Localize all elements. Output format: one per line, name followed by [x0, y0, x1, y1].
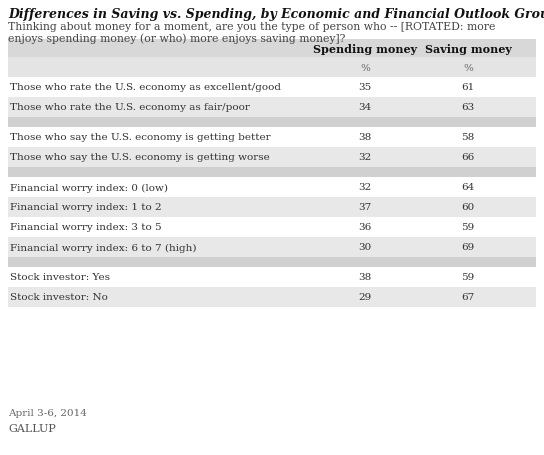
- Text: Financial worry index: 3 to 5: Financial worry index: 3 to 5: [10, 223, 162, 232]
- Text: Differences in Saving vs. Spending, by Economic and Financial Outlook Group: Differences in Saving vs. Spending, by E…: [8, 8, 544, 21]
- Text: %: %: [463, 63, 473, 72]
- Text: 30: 30: [358, 243, 372, 252]
- Text: 36: 36: [358, 223, 372, 232]
- Text: Thinking about money for a moment, are you the type of person who -- [ROTATED: m: Thinking about money for a moment, are y…: [8, 22, 496, 32]
- Text: 61: 61: [461, 83, 474, 92]
- Bar: [8, 118, 536, 128]
- Text: 60: 60: [461, 203, 474, 212]
- Text: 34: 34: [358, 103, 372, 112]
- Bar: [8, 288, 536, 307]
- Bar: [8, 78, 536, 98]
- Text: 37: 37: [358, 203, 372, 212]
- Text: 32: 32: [358, 153, 372, 162]
- Text: Financial worry index: 0 (low): Financial worry index: 0 (low): [10, 183, 168, 192]
- Text: 58: 58: [461, 133, 474, 142]
- Text: Spending money: Spending money: [313, 43, 417, 55]
- Bar: [8, 217, 536, 238]
- Text: 64: 64: [461, 183, 474, 192]
- Text: 67: 67: [461, 293, 474, 302]
- Bar: [8, 58, 536, 78]
- Text: 38: 38: [358, 133, 372, 142]
- Text: Those who say the U.S. economy is getting worse: Those who say the U.S. economy is gettin…: [10, 153, 270, 162]
- Text: %: %: [360, 63, 370, 72]
- Text: Stock investor: Yes: Stock investor: Yes: [10, 273, 110, 282]
- Text: Those who say the U.S. economy is getting better: Those who say the U.S. economy is gettin…: [10, 133, 270, 142]
- Text: Saving money: Saving money: [424, 43, 511, 55]
- Bar: [8, 268, 536, 288]
- Bar: [8, 40, 536, 58]
- Text: 69: 69: [461, 243, 474, 252]
- Text: 35: 35: [358, 83, 372, 92]
- Text: Those who rate the U.S. economy as fair/poor: Those who rate the U.S. economy as fair/…: [10, 103, 250, 112]
- Bar: [8, 177, 536, 197]
- Bar: [8, 167, 536, 177]
- Text: 29: 29: [358, 293, 372, 302]
- Text: Stock investor: No: Stock investor: No: [10, 293, 108, 302]
- Bar: [8, 98, 536, 118]
- Text: Financial worry index: 6 to 7 (high): Financial worry index: 6 to 7 (high): [10, 243, 196, 252]
- Text: 63: 63: [461, 103, 474, 112]
- Bar: [8, 148, 536, 167]
- Text: 32: 32: [358, 183, 372, 192]
- Text: Financial worry index: 1 to 2: Financial worry index: 1 to 2: [10, 203, 162, 212]
- Bar: [8, 238, 536, 258]
- Text: April 3-6, 2014: April 3-6, 2014: [8, 408, 87, 417]
- Text: 59: 59: [461, 273, 474, 282]
- Text: enjoys spending money (or who) more enjoys saving money]?: enjoys spending money (or who) more enjo…: [8, 33, 345, 44]
- Bar: [8, 197, 536, 217]
- Bar: [8, 128, 536, 148]
- Bar: [8, 258, 536, 268]
- Text: Those who rate the U.S. economy as excellent/good: Those who rate the U.S. economy as excel…: [10, 83, 281, 92]
- Text: GALLUP: GALLUP: [8, 423, 55, 433]
- Text: 66: 66: [461, 153, 474, 162]
- Text: 59: 59: [461, 223, 474, 232]
- Text: 38: 38: [358, 273, 372, 282]
